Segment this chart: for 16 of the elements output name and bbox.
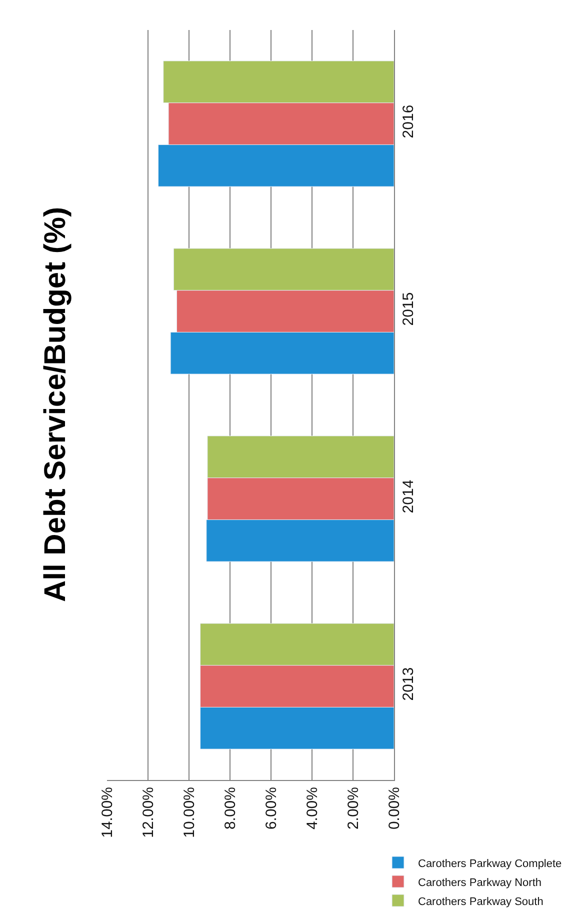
x-tick-label: 0.00% bbox=[386, 787, 403, 830]
legend-label: Carothers Parkway North bbox=[418, 876, 542, 889]
x-tick-label: 8.00% bbox=[222, 787, 239, 830]
legend-label: Carothers Parkway South bbox=[418, 896, 544, 908]
text: All Debt Service/Budget (%) bbox=[39, 206, 72, 602]
x-tick-label: 6.00% bbox=[262, 787, 280, 830]
y-tick-label: 2014 bbox=[400, 480, 417, 514]
y-tick-label: 2015 bbox=[400, 292, 417, 326]
x-tick-label: 10.00% bbox=[180, 787, 198, 838]
y-tick-label: 2016 bbox=[400, 104, 417, 138]
x-tick-label: 4.00% bbox=[304, 787, 321, 830]
x-tick-label: 14.00% bbox=[98, 787, 116, 838]
legend-label: Carothers Parkway Complete bbox=[418, 858, 562, 870]
x-tick-label: 2.00% bbox=[344, 787, 362, 830]
y-tick-label: 2013 bbox=[400, 667, 417, 701]
x-tick-label: 12.00% bbox=[140, 787, 157, 838]
